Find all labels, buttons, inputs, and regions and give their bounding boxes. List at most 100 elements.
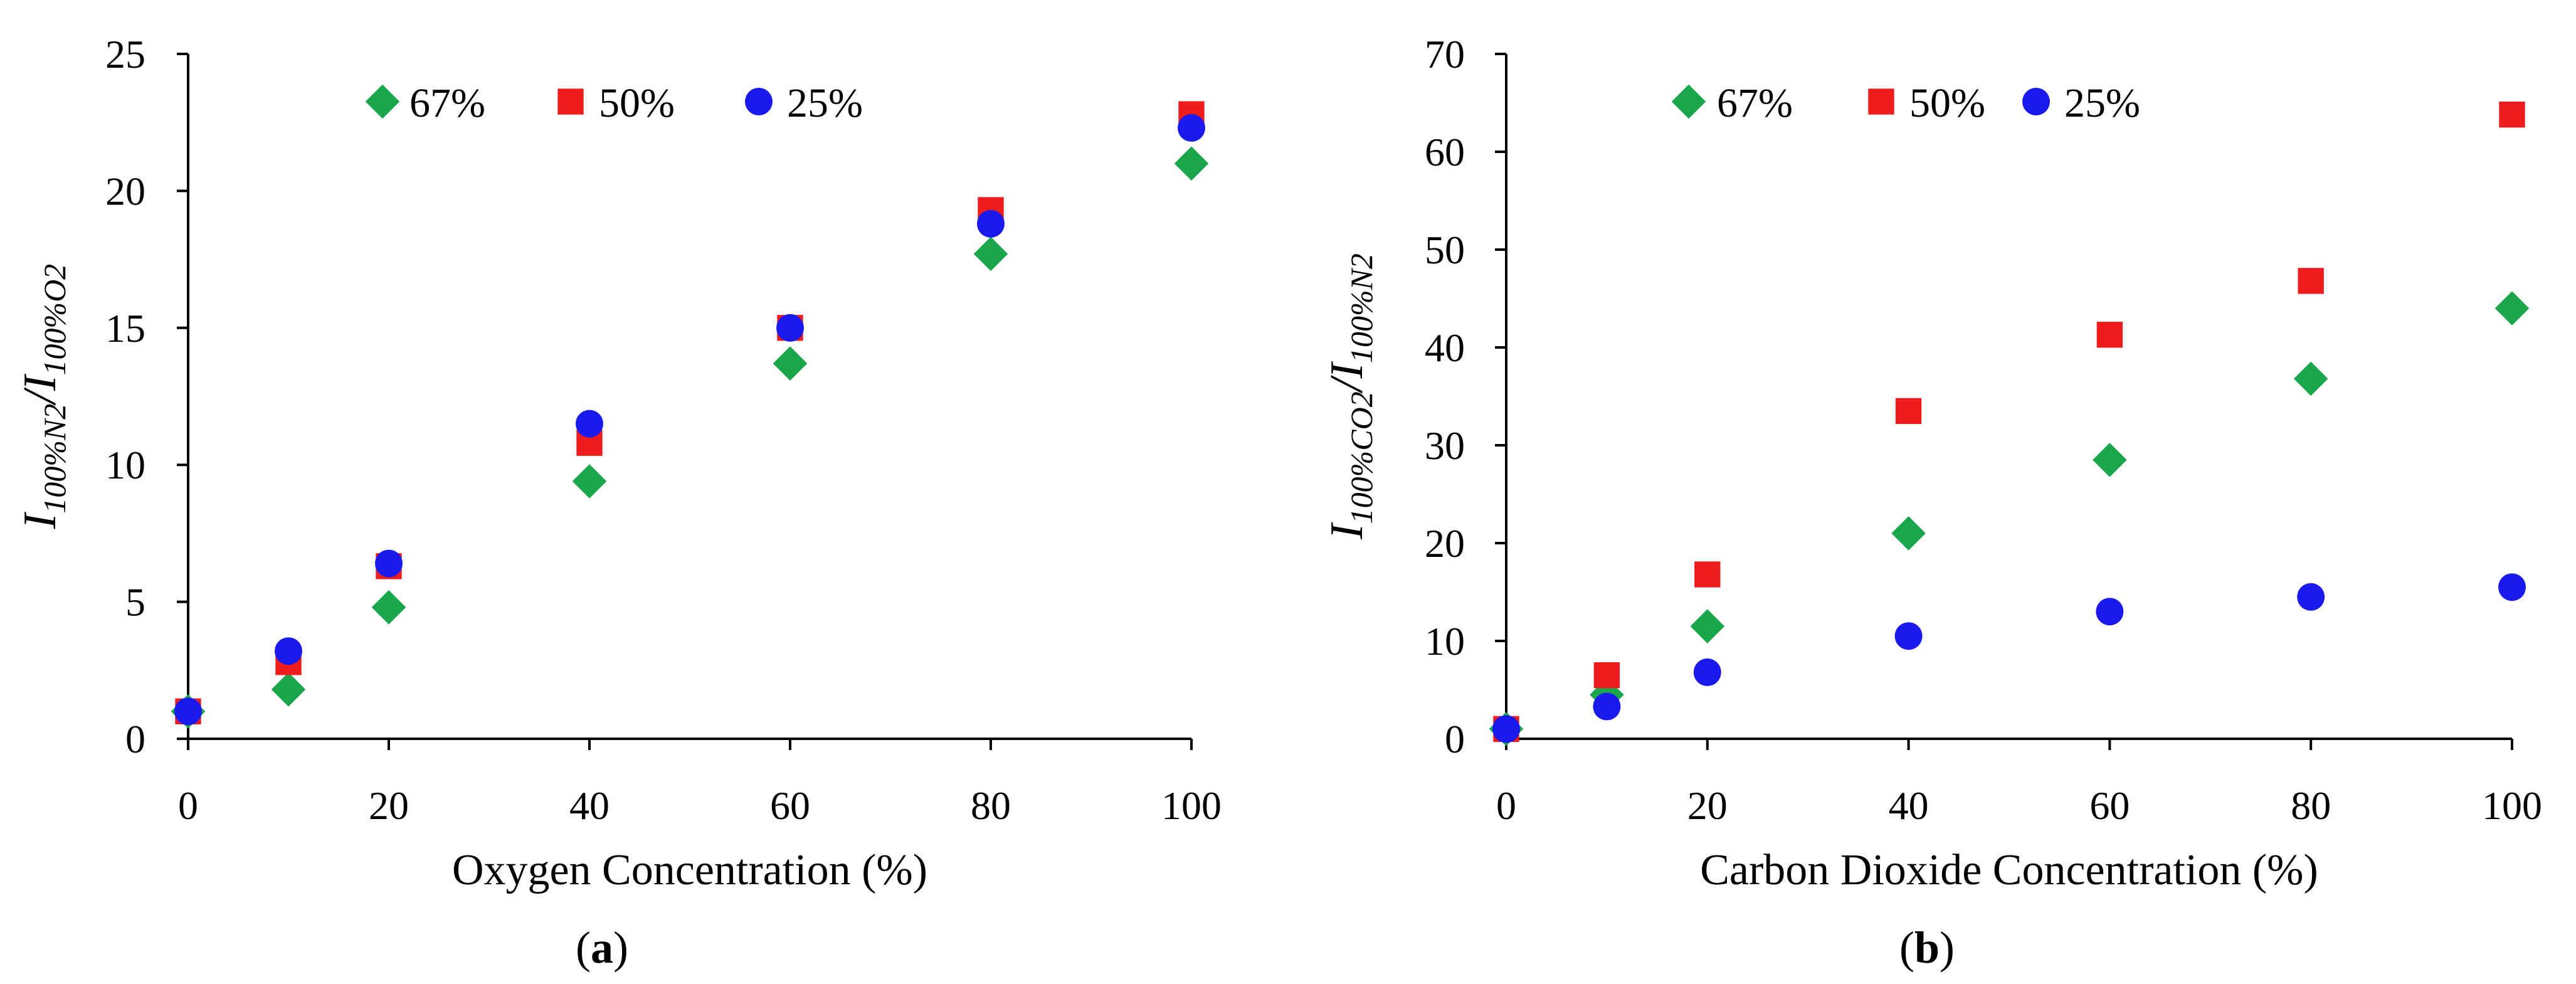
data-point: [174, 697, 202, 726]
data-point: [2494, 291, 2530, 325]
series-25pct: [1492, 573, 2526, 743]
chart-panel-b: 0 10 20 30 40 50 60 70 0 20 40 60 80 100 Carbon Dioxid…: [1321, 32, 2542, 973]
y-tick-label: 30: [1425, 423, 1465, 468]
x-tick-label: 40: [1889, 783, 1929, 828]
data-point: [375, 549, 403, 578]
caption-part: a: [591, 923, 613, 973]
y-axis-label-part: I: [14, 511, 66, 529]
x-axis-label: Oxygen Concentration (%): [452, 846, 927, 894]
series-50pct: [1493, 102, 2525, 743]
data-point: [275, 637, 302, 665]
y-tick-label: 0: [1445, 717, 1465, 761]
data-point: [2499, 102, 2525, 128]
x-tick-label: 40: [569, 783, 610, 828]
x-tick-label: 20: [1687, 783, 1728, 828]
data-point: [2298, 268, 2324, 294]
data-point: [1178, 114, 1205, 142]
caption-part: ): [613, 923, 628, 973]
x-tick-label: 100: [2482, 783, 2542, 828]
y-tick-label: 20: [1425, 521, 1465, 566]
y-axis-label-part: I: [1321, 522, 1373, 540]
data-point: [2297, 583, 2325, 611]
y-axis-label: I100%N2/I100%O2: [14, 264, 72, 530]
y-axis-label-subscript: 100%N2: [1344, 253, 1379, 363]
legend-marker-circle: [745, 88, 773, 115]
x-tick-label: 0: [178, 783, 198, 828]
legend-label: 67%: [409, 80, 485, 126]
data-point: [773, 346, 808, 381]
y-axis-label-subscript: 100%N2: [37, 404, 72, 514]
data-point: [2096, 322, 2123, 348]
data-point: [1694, 561, 1721, 588]
data-point: [1593, 662, 1620, 689]
legend: 67% 50% 25%: [365, 80, 863, 126]
legend-label: 25%: [2064, 80, 2140, 126]
data-point: [1891, 516, 1926, 551]
series-25pct: [174, 114, 1205, 726]
data-point: [2093, 443, 2127, 477]
legend-label: 50%: [599, 80, 675, 126]
x-tick-label: 60: [770, 783, 810, 828]
x-tick-label: 100: [1161, 783, 1222, 828]
data-point: [1895, 398, 1922, 425]
caption-part: ): [1940, 923, 1955, 973]
x-axis-label: Carbon Dioxide Concentration (%): [1700, 846, 2318, 894]
data-point: [1693, 658, 1721, 686]
data-point: [371, 590, 406, 625]
x-tick-label: 80: [971, 783, 1011, 828]
legend-marker-square: [557, 88, 584, 115]
y-axis-label: I100%CO2/I100%N2: [1321, 253, 1379, 540]
legend-label: 67%: [1717, 80, 1793, 126]
series-67pct: [1489, 291, 2530, 746]
x-tick-label: 0: [1496, 783, 1516, 828]
y-tick-label: 40: [1425, 325, 1465, 370]
x-tick-label: 20: [369, 783, 409, 828]
data-point: [1492, 715, 1520, 743]
data-point: [977, 209, 1005, 238]
data-point: [2096, 598, 2124, 626]
y-axis-label-subscript: 100%O2: [37, 264, 72, 376]
legend-marker-diamond: [365, 84, 400, 119]
series-67pct: [171, 146, 1209, 729]
y-tick-label: 5: [125, 580, 145, 625]
data-point: [973, 236, 1008, 272]
y-axis-label-part: I: [1321, 361, 1373, 379]
caption-part: (: [1899, 923, 1914, 973]
x-tick-label: 80: [2291, 783, 2331, 828]
legend-label: 25%: [787, 80, 863, 126]
data-point: [776, 314, 804, 342]
y-axis-label-part: I: [14, 373, 66, 391]
y-tick-label: 20: [105, 169, 145, 213]
x-tick-label: 60: [2089, 783, 2130, 828]
series-50pct: [175, 101, 1205, 724]
data-point: [576, 410, 603, 438]
y-axis-label-subscript: 100%CO2: [1344, 391, 1379, 524]
data-point: [271, 672, 306, 707]
data-point: [572, 464, 607, 499]
panel-caption: (a): [576, 923, 628, 973]
data-point: [2498, 573, 2526, 601]
y-tick-label: 0: [125, 717, 145, 761]
y-tick-label: 25: [105, 32, 145, 77]
data-point: [1174, 146, 1209, 181]
legend-marker-diamond: [1671, 84, 1706, 119]
caption-part: b: [1914, 923, 1940, 973]
y-tick-label: 15: [105, 306, 145, 351]
y-tick-label: 50: [1425, 228, 1465, 272]
y-tick-label: 60: [1425, 130, 1465, 174]
legend-label: 50%: [1909, 80, 1985, 126]
legend-marker-square: [1868, 88, 1894, 115]
legend: 67% 50% 25%: [1671, 80, 2140, 126]
data-point: [2293, 361, 2328, 396]
data-point: [1894, 622, 1923, 650]
data-point: [1593, 692, 1621, 721]
y-tick-label: 10: [1425, 619, 1465, 664]
chart-panel-a: 0 5 10 15 20 25 0 20 40 60 80 100 Oxygen Concentrati…: [14, 32, 1222, 973]
data-point: [1690, 609, 1725, 643]
caption-part: (: [576, 923, 591, 973]
legend-marker-circle: [2022, 88, 2050, 115]
panel-caption: (b): [1899, 923, 1955, 973]
y-tick-label: 10: [105, 443, 145, 487]
